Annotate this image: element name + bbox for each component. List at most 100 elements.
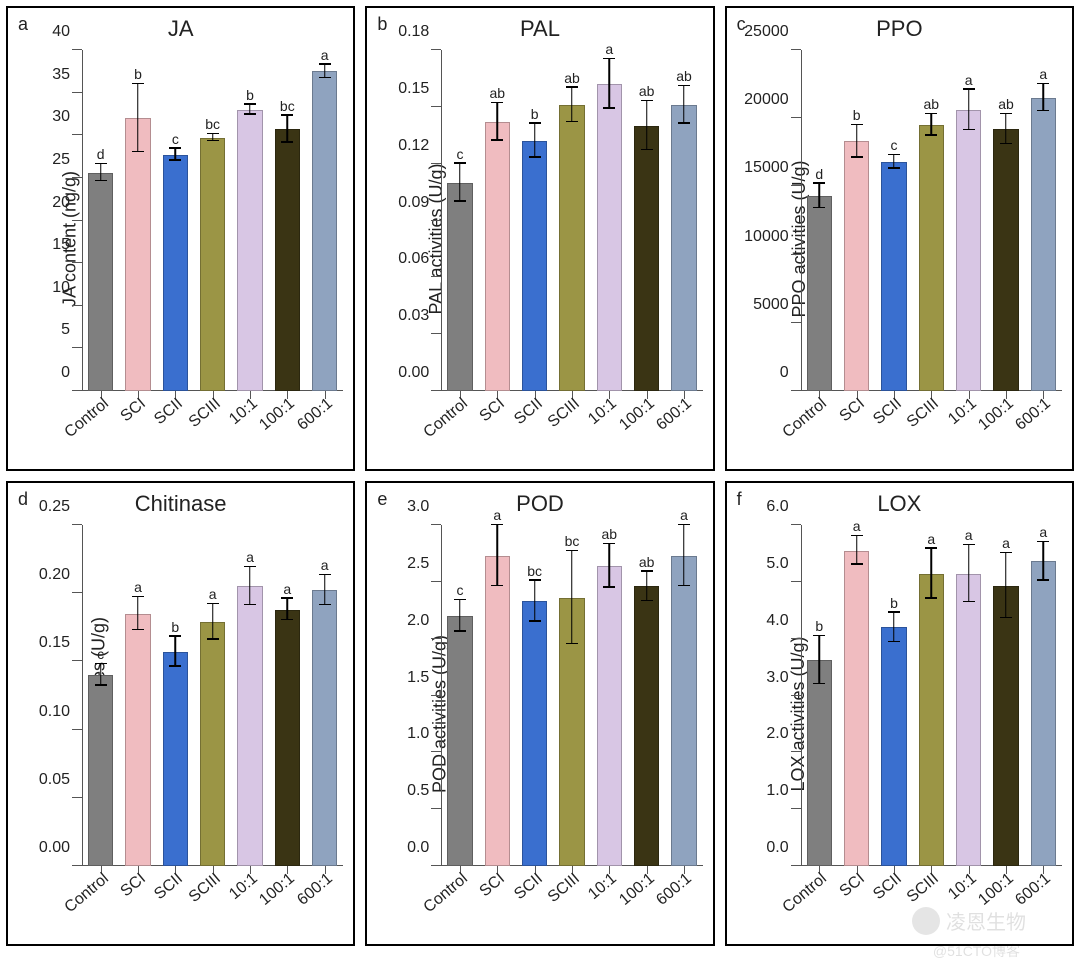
panel-f: fLOXLOX activities (U/g)0.01.02.03.04.05…	[725, 481, 1074, 946]
ytick-label: 0.10	[39, 703, 70, 721]
sig-label: a	[1002, 535, 1010, 551]
bar-SCIII: bc	[200, 50, 225, 391]
panel-d: dChitinaseChitinase activities (U/g)0.00…	[6, 481, 355, 946]
sig-label: c	[97, 646, 104, 662]
bar-SCIII: ab	[919, 50, 944, 391]
x-cat-label: 10:1	[945, 395, 980, 429]
bar-Control: c	[88, 525, 113, 866]
ytick-label: 0.20	[39, 566, 70, 584]
x-cat-label: SCIII	[904, 870, 943, 907]
bar-600:1: a	[1031, 50, 1056, 391]
ytick-label: 40	[52, 23, 70, 41]
plot-area: 0.000.050.100.150.200.25cControlaSCIbSCI…	[82, 525, 343, 866]
bar-SCII: bc	[522, 525, 547, 866]
x-cat-label: 600:1	[294, 395, 336, 435]
watermark-icon	[912, 907, 940, 935]
bar-10:1: a	[956, 50, 981, 391]
x-cat-label: Control	[420, 395, 471, 442]
sig-label: c	[456, 146, 463, 162]
panel-a: aJAJA content (ng/g)0510152025303540dCon…	[6, 6, 355, 471]
sig-label: a	[134, 579, 142, 595]
sig-label: c	[890, 137, 897, 153]
sig-label: ab	[639, 554, 655, 570]
x-cat-label: SCII	[870, 395, 905, 429]
sig-label: b	[815, 618, 823, 634]
x-cat-label: 600:1	[1013, 870, 1055, 910]
panel-title: JA	[168, 16, 194, 42]
x-cat-label: SCIII	[185, 870, 224, 907]
x-cat-label: 10:1	[226, 395, 261, 429]
ytick-label: 20	[52, 194, 70, 212]
panel-grid: aJAJA content (ng/g)0510152025303540dCon…	[6, 6, 1074, 946]
sig-label: b	[171, 619, 179, 635]
x-cat-label: 100:1	[616, 395, 658, 435]
ytick-label: 15000	[744, 159, 789, 177]
panel-title: LOX	[877, 491, 921, 517]
ytick-label: 6.0	[766, 498, 788, 516]
x-cat-label: 10:1	[585, 395, 620, 429]
bar-SCI: a	[844, 525, 869, 866]
x-cat-label: 100:1	[616, 870, 658, 910]
panel-c: cPPOPPO activities (U/g)0500010000150002…	[725, 6, 1074, 471]
watermark-text-2: @51CTO博客	[933, 941, 1020, 961]
ytick-label: 5.0	[766, 555, 788, 573]
ytick-label: 20000	[744, 91, 789, 109]
bar-100:1: a	[993, 525, 1018, 866]
bar-SCII: b	[881, 525, 906, 866]
panel-title: PPO	[876, 16, 922, 42]
bar-Control: c	[447, 50, 472, 391]
ytick-label: 0	[61, 364, 70, 382]
ytick-label: 25000	[744, 23, 789, 41]
ytick-label: 30	[52, 108, 70, 126]
bar-600:1: a	[312, 50, 337, 391]
x-cat-label: SCI	[836, 395, 868, 426]
x-cat-label: SCI	[118, 870, 150, 901]
bar-600:1: a	[312, 525, 337, 866]
ytick-label: 10000	[744, 228, 789, 246]
sig-label: c	[456, 582, 463, 598]
bar-Control: c	[447, 525, 472, 866]
x-cat-label: 10:1	[945, 870, 980, 904]
x-cat-label: SCI	[118, 395, 150, 426]
bar-SCIII: bc	[559, 525, 584, 866]
x-cat-label: SCII	[151, 395, 186, 429]
bar-SCIII: a	[200, 525, 225, 866]
x-cat-label: 600:1	[1013, 395, 1055, 435]
x-cat-label: Control	[420, 870, 471, 917]
sig-label: ab	[490, 85, 506, 101]
watermark-text-1: 凌恩生物	[946, 906, 1026, 935]
sig-label: a	[605, 41, 613, 57]
sig-label: a	[1039, 66, 1047, 82]
x-cat-label: SCIII	[545, 870, 584, 907]
watermark-logo: 凌恩生物	[912, 906, 1026, 935]
panel-title: POD	[516, 491, 564, 517]
bar-SCI: b	[125, 50, 150, 391]
ytick-label: 5	[61, 321, 70, 339]
bar-100:1: ab	[634, 525, 659, 866]
x-cat-label: SCIII	[904, 395, 943, 432]
ytick-label: 0.18	[398, 23, 429, 41]
x-cat-label: 10:1	[585, 870, 620, 904]
panel-title: PAL	[520, 16, 560, 42]
ytick-label: 15	[52, 236, 70, 254]
ytick-label: 1.0	[407, 725, 429, 743]
bar-600:1: ab	[671, 50, 696, 391]
sig-label: b	[531, 106, 539, 122]
panel-letter: b	[377, 14, 387, 35]
ytick-label: 0.05	[39, 771, 70, 789]
ytick-label: 2.0	[766, 725, 788, 743]
sig-label: a	[1039, 524, 1047, 540]
sig-label: b	[890, 595, 898, 611]
panel-letter: f	[737, 489, 742, 510]
sig-label: b	[853, 107, 861, 123]
x-cat-label: 100:1	[975, 870, 1017, 910]
bar-SCI: a	[485, 525, 510, 866]
sig-label: ab	[924, 96, 940, 112]
x-cat-label: SCII	[870, 870, 905, 904]
ytick-label: 0.15	[39, 634, 70, 652]
bar-10:1: a	[237, 525, 262, 866]
x-cat-label: SCIII	[185, 395, 224, 432]
x-cat-label: 600:1	[653, 395, 695, 435]
sig-label: a	[965, 527, 973, 543]
sig-label: a	[853, 518, 861, 534]
